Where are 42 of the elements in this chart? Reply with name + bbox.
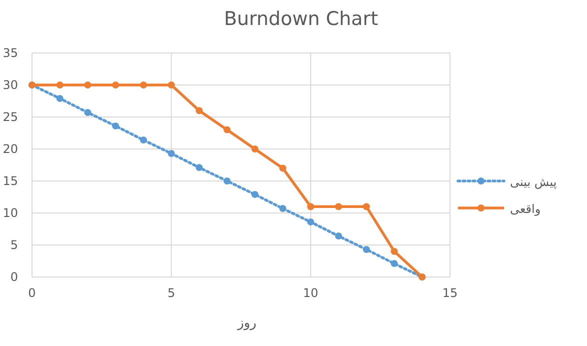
point	[56, 94, 64, 102]
y-tick-label: 0	[10, 270, 18, 284]
point	[168, 150, 175, 157]
point	[279, 164, 286, 172]
point	[196, 107, 203, 114]
point	[140, 136, 147, 144]
y-tick-label: 15	[2, 174, 18, 188]
point	[112, 122, 120, 130]
point	[390, 260, 398, 268]
y-tick-label: 5	[10, 238, 18, 252]
chart-title: Burndown Chart	[224, 8, 378, 30]
point	[390, 248, 398, 255]
x-tick-label: 10	[303, 286, 318, 300]
point	[362, 203, 370, 210]
point	[307, 218, 314, 226]
point	[196, 164, 203, 172]
point	[84, 109, 92, 116]
y-tick-label: 25	[2, 110, 18, 124]
y-tick-label: 35	[2, 46, 18, 60]
x-tick-label: 5	[168, 286, 176, 300]
point	[307, 203, 314, 210]
x-tick-label: 15	[442, 286, 458, 300]
legend-label: واقعی	[510, 202, 541, 216]
point	[279, 205, 286, 212]
legend-label: پیش بینی	[510, 175, 557, 189]
point	[168, 82, 175, 88]
point	[112, 82, 120, 88]
point	[224, 126, 231, 134]
x-tick-label: 0	[28, 286, 36, 300]
x-axis-title: روز	[236, 316, 256, 331]
point	[56, 82, 64, 88]
point	[335, 232, 342, 240]
point	[362, 246, 370, 253]
point	[251, 190, 258, 198]
y-tick-label: 30	[2, 78, 18, 92]
point	[84, 82, 92, 88]
point	[140, 82, 147, 88]
y-tick-label: 10	[2, 206, 18, 220]
point	[335, 203, 342, 210]
point	[224, 178, 231, 184]
point	[251, 146, 258, 152]
y-tick-label: 20	[2, 142, 18, 156]
